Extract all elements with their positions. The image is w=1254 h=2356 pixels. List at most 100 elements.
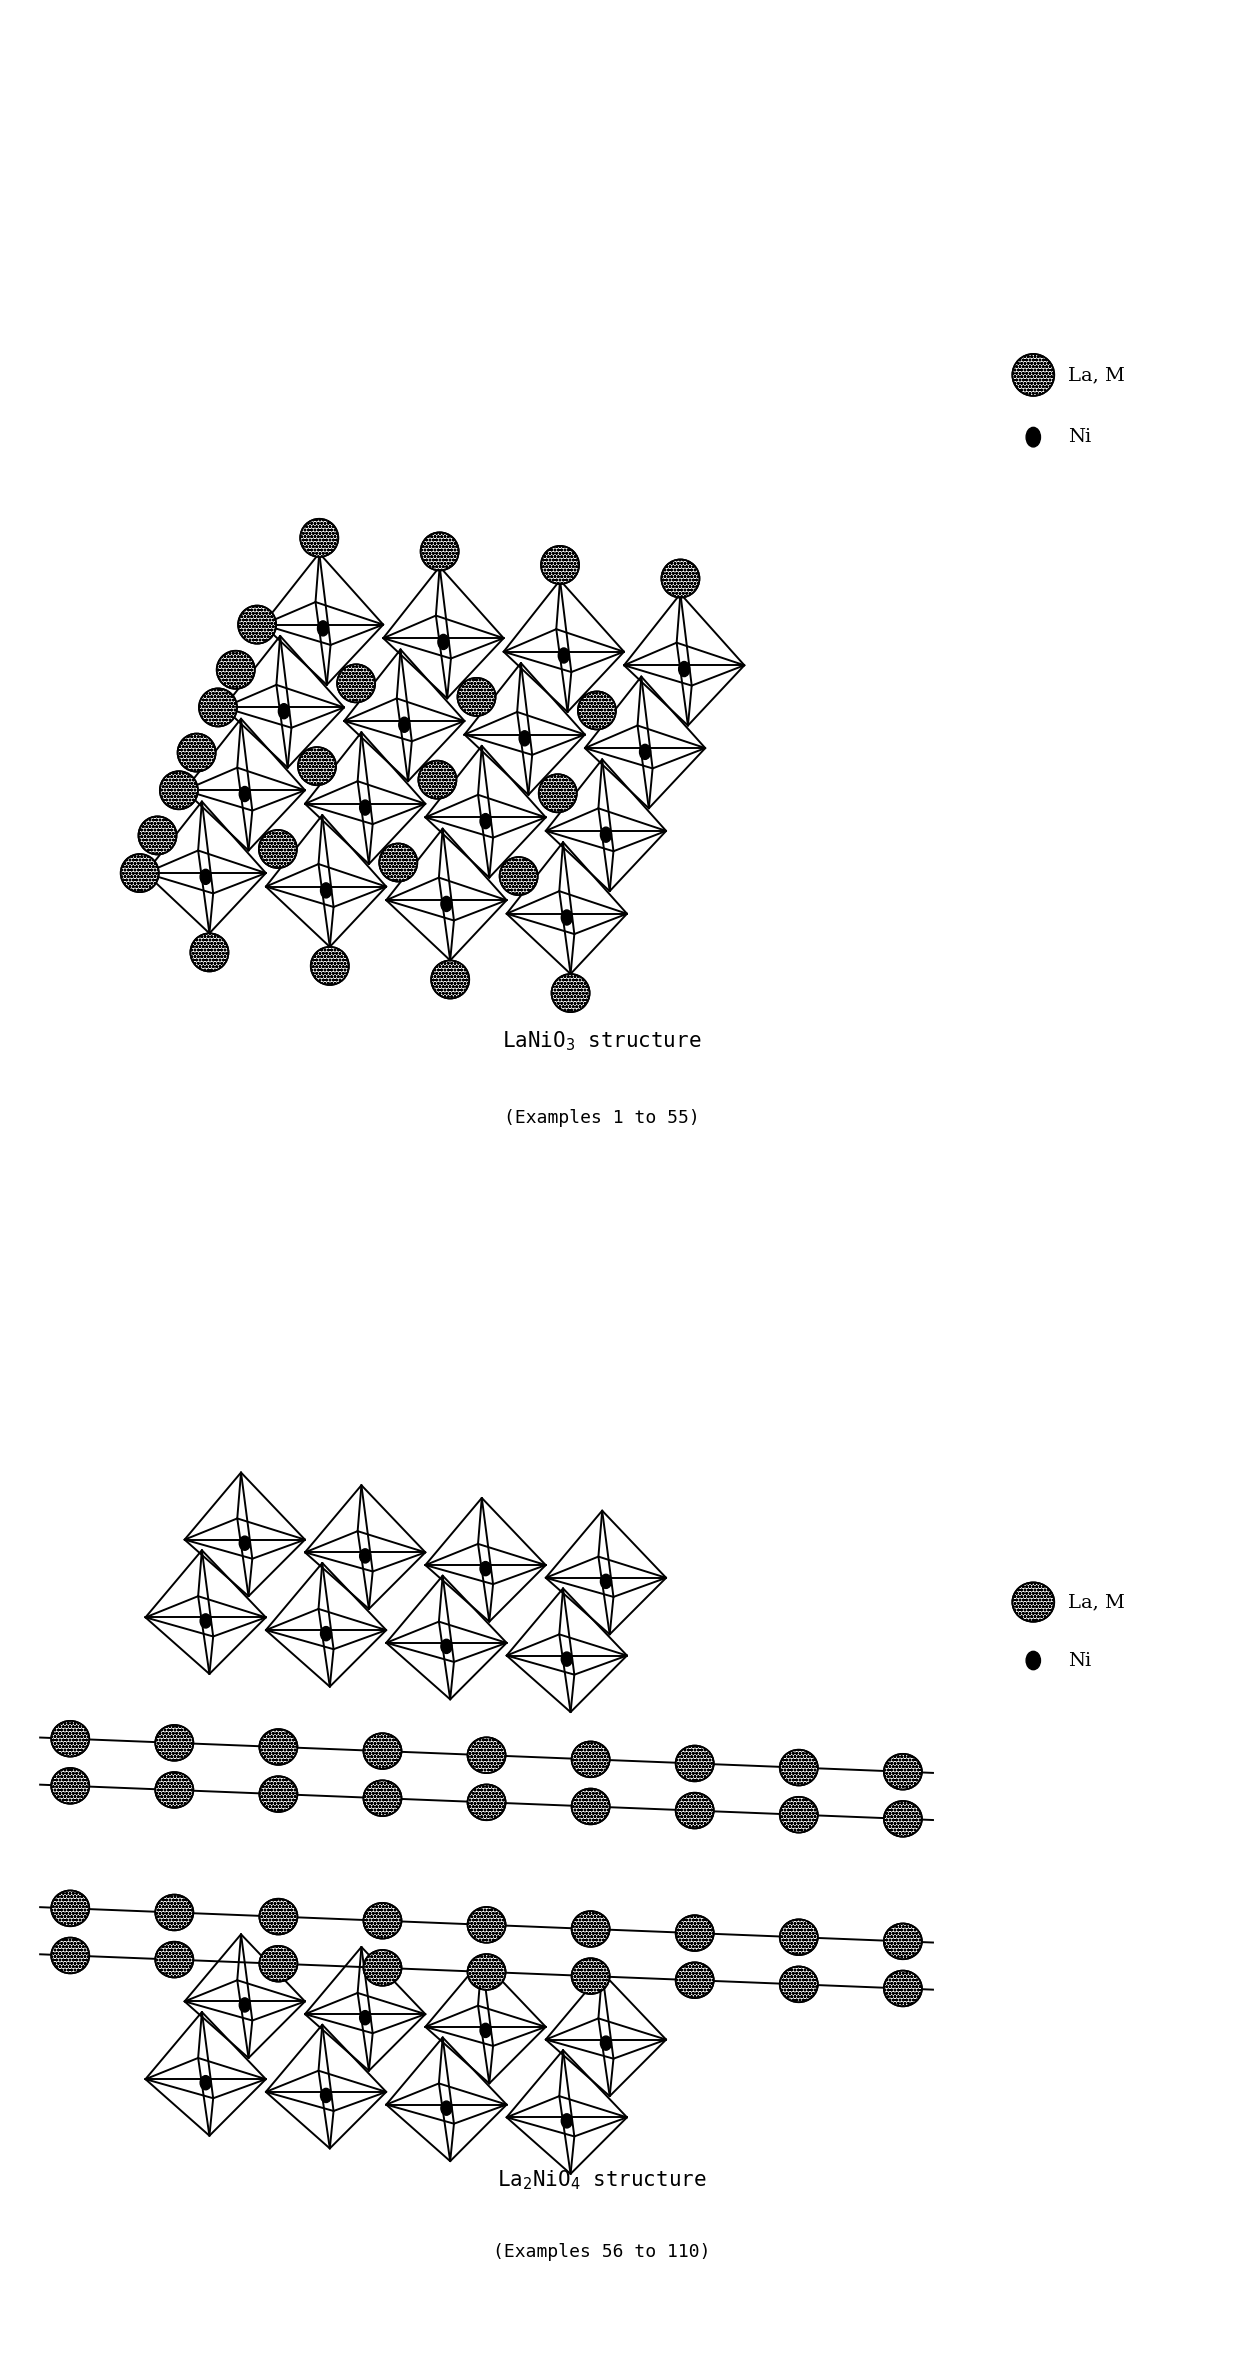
Ellipse shape	[360, 801, 371, 815]
Ellipse shape	[201, 1614, 211, 1628]
Ellipse shape	[562, 2113, 572, 2127]
Circle shape	[539, 775, 577, 813]
Circle shape	[155, 1772, 193, 1807]
Ellipse shape	[519, 730, 530, 747]
Circle shape	[51, 1720, 89, 1758]
Ellipse shape	[240, 787, 251, 801]
Text: La$_2$NiO$_4$ structure: La$_2$NiO$_4$ structure	[497, 2168, 707, 2191]
Circle shape	[676, 1915, 714, 1951]
Ellipse shape	[562, 909, 572, 926]
Circle shape	[51, 1767, 89, 1805]
Text: (Examples 56 to 110): (Examples 56 to 110)	[493, 2243, 711, 2262]
Ellipse shape	[399, 716, 410, 733]
Circle shape	[311, 947, 349, 985]
Text: (Examples 1 to 55): (Examples 1 to 55)	[504, 1110, 700, 1126]
Circle shape	[676, 1746, 714, 1781]
Circle shape	[884, 1970, 922, 2007]
Circle shape	[300, 518, 339, 556]
Circle shape	[552, 973, 589, 1013]
Ellipse shape	[480, 813, 492, 829]
Circle shape	[155, 1725, 193, 1760]
Circle shape	[661, 558, 700, 598]
Ellipse shape	[360, 1548, 371, 1562]
Ellipse shape	[558, 648, 569, 662]
Ellipse shape	[360, 2010, 371, 2024]
Circle shape	[780, 1751, 818, 1786]
Ellipse shape	[321, 1626, 331, 1640]
Circle shape	[337, 664, 375, 702]
Ellipse shape	[480, 2024, 492, 2038]
Ellipse shape	[240, 1536, 251, 1550]
Circle shape	[780, 1967, 818, 2003]
Ellipse shape	[601, 2036, 612, 2050]
Ellipse shape	[480, 1562, 492, 1576]
Circle shape	[431, 961, 469, 999]
Circle shape	[419, 761, 456, 799]
Circle shape	[884, 1922, 922, 1960]
Circle shape	[676, 1963, 714, 1998]
Ellipse shape	[1026, 426, 1041, 448]
Ellipse shape	[240, 1998, 251, 2012]
Circle shape	[51, 1937, 89, 1974]
Circle shape	[138, 818, 177, 855]
Ellipse shape	[321, 2087, 331, 2102]
Ellipse shape	[441, 895, 451, 912]
Circle shape	[572, 1741, 609, 1776]
Circle shape	[540, 547, 579, 584]
Circle shape	[260, 1776, 297, 1812]
Circle shape	[884, 1753, 922, 1791]
Circle shape	[178, 733, 216, 773]
Circle shape	[155, 1941, 193, 1977]
Circle shape	[258, 829, 297, 867]
Ellipse shape	[441, 2102, 451, 2116]
Text: La, M: La, M	[1068, 365, 1125, 384]
Circle shape	[572, 1958, 609, 1993]
Circle shape	[420, 532, 459, 570]
Text: La, M: La, M	[1068, 1593, 1125, 1612]
Circle shape	[572, 1911, 609, 1946]
Circle shape	[364, 1734, 401, 1769]
Circle shape	[1012, 1583, 1055, 1621]
Text: Ni: Ni	[1068, 1652, 1092, 1670]
Ellipse shape	[1026, 1652, 1041, 1670]
Circle shape	[884, 1800, 922, 1838]
Circle shape	[1012, 353, 1055, 396]
Circle shape	[260, 1729, 297, 1765]
Circle shape	[676, 1793, 714, 1828]
Circle shape	[120, 853, 159, 893]
Circle shape	[298, 747, 336, 785]
Circle shape	[364, 1951, 401, 1986]
Circle shape	[260, 1946, 297, 1981]
Circle shape	[379, 843, 418, 881]
Text: LaNiO$_3$ structure: LaNiO$_3$ structure	[502, 1030, 702, 1053]
Ellipse shape	[562, 1652, 572, 1666]
Circle shape	[51, 1890, 89, 1927]
Circle shape	[199, 688, 237, 726]
Circle shape	[468, 1953, 505, 1991]
Circle shape	[191, 933, 228, 971]
Circle shape	[468, 1906, 505, 1944]
Ellipse shape	[678, 662, 690, 676]
Circle shape	[217, 650, 255, 688]
Ellipse shape	[278, 704, 290, 719]
Circle shape	[260, 1899, 297, 1934]
Circle shape	[780, 1920, 818, 1955]
Ellipse shape	[201, 2076, 211, 2090]
Circle shape	[468, 1783, 505, 1821]
Circle shape	[238, 605, 276, 643]
Circle shape	[159, 770, 198, 810]
Circle shape	[364, 1781, 401, 1816]
Circle shape	[499, 858, 538, 895]
Ellipse shape	[441, 1640, 451, 1654]
Ellipse shape	[201, 869, 211, 884]
Circle shape	[572, 1788, 609, 1824]
Ellipse shape	[317, 622, 329, 636]
Ellipse shape	[438, 634, 449, 650]
Circle shape	[578, 690, 616, 730]
Text: Ni: Ni	[1068, 429, 1092, 445]
Circle shape	[780, 1798, 818, 1833]
Circle shape	[468, 1736, 505, 1774]
Ellipse shape	[601, 827, 612, 841]
Circle shape	[155, 1894, 193, 1930]
Circle shape	[458, 679, 495, 716]
